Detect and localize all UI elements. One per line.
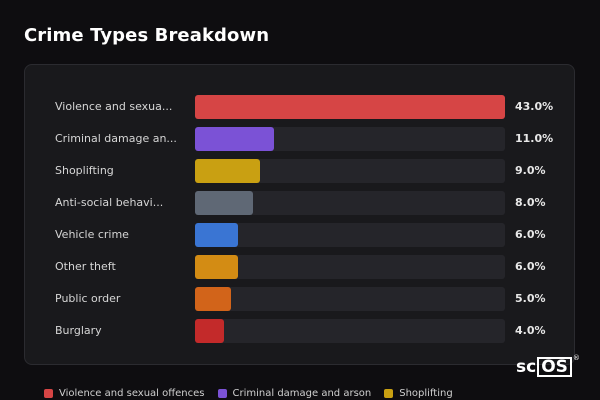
bar[interactable] [195, 319, 224, 343]
bar-category-label: Criminal damage an... [55, 132, 177, 145]
bar-row: Public order 5.0% [25, 287, 574, 311]
legend-swatch [217, 388, 227, 398]
bar-value-label: 4.0% [515, 324, 546, 337]
bar[interactable] [195, 287, 231, 311]
bar-track [195, 255, 505, 279]
logo-text-left: sc [516, 357, 537, 377]
bar[interactable] [195, 159, 260, 183]
bar-value-label: 5.0% [515, 292, 546, 305]
legend-label: Violence and sexual offences [59, 387, 205, 399]
chart-panel: Violence and sexua... 43.0% Criminal damag… [24, 64, 575, 365]
page-title: Crime Types Breakdown [24, 25, 270, 46]
bar[interactable] [195, 95, 505, 119]
bar-category-label: Shoplifting [55, 164, 114, 177]
legend-item[interactable]: Violence and sexual offences [44, 388, 205, 399]
bar-category-label: Other theft [55, 260, 116, 273]
scos-logo: sc OS ® [516, 354, 580, 377]
bar-track [195, 95, 505, 119]
bar-track [195, 319, 505, 343]
registered-mark: ® [572, 354, 580, 362]
bar-value-label: 11.0% [515, 132, 554, 145]
bar-row: Other theft 6.0% [25, 255, 574, 279]
legend-swatch [44, 388, 53, 398]
legend-item[interactable]: Criminal damage and arson [217, 387, 372, 399]
bar-category-label: Anti-social behavi... [55, 196, 164, 209]
bar[interactable] [195, 255, 238, 279]
bar-category-label: Public order [55, 292, 121, 305]
legend-item[interactable]: Shoplifting [384, 387, 453, 399]
bar[interactable] [195, 223, 238, 247]
bar-row: Burglary 4.0% [25, 319, 574, 343]
bar-value-label: 6.0% [515, 228, 546, 241]
logo-text-box: OS [537, 357, 572, 377]
bar-track [195, 223, 505, 247]
bar-row: Vehicle crime 6.0% [25, 223, 574, 247]
bar-category-label: Vehicle crime [55, 228, 129, 241]
chart-legend: Violence and sexual offences Criminal dam… [44, 386, 466, 400]
bar-row: Violence and sexua... 43.0% [25, 95, 574, 119]
legend-label: Criminal damage and arson [232, 387, 372, 399]
bar-category-label: Violence and sexua... [55, 100, 173, 113]
bar-value-label: 9.0% [515, 164, 546, 177]
bar-value-label: 43.0% [515, 100, 554, 113]
bar-row: Shoplifting 9.0% [25, 159, 574, 183]
bar[interactable] [195, 127, 274, 151]
bar-track [195, 127, 505, 151]
bar-value-label: 8.0% [515, 196, 546, 209]
bar-track [195, 287, 505, 311]
bar-value-label: 6.0% [515, 260, 546, 273]
bar-track [195, 191, 505, 215]
bar-category-label: Burglary [55, 324, 102, 337]
bar-track [195, 159, 505, 183]
bar-row: Anti-social behavi... 8.0% [25, 191, 574, 215]
bar[interactable] [195, 191, 253, 215]
legend-label: Shoplifting [399, 387, 453, 399]
bar-row: Criminal damage an... 11.0% [25, 127, 574, 151]
legend-swatch [384, 388, 394, 398]
